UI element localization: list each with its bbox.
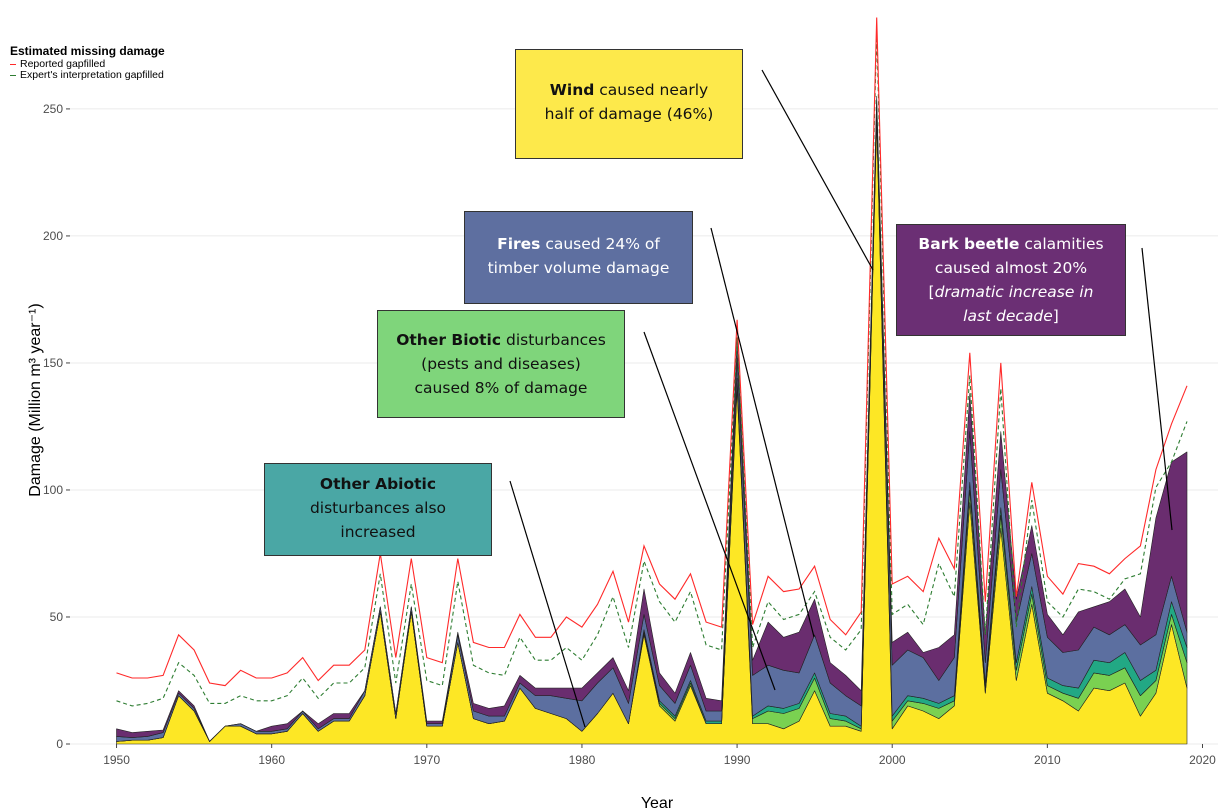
callout-bark-line3a: [ bbox=[928, 283, 935, 301]
leader-line-fires bbox=[710, 227, 815, 638]
callout-biotic-line1: disturbances bbox=[501, 331, 606, 349]
gapfill-lines bbox=[116, 17, 1188, 707]
callout-fires-line2: timber volume damage bbox=[487, 259, 670, 277]
legend-swatch-reported bbox=[10, 64, 16, 65]
callout-bark-line4a: last decade bbox=[963, 307, 1053, 325]
area-series-4 bbox=[116, 95, 1188, 742]
y-tick-label-250: 250 bbox=[43, 102, 63, 116]
axes: 0 50 100 150 200 250 1950 1960 1970 1980 1990 2000 2… bbox=[43, 102, 1216, 767]
legend-item-expert: Expert's interpretation gapfilled bbox=[10, 70, 165, 81]
x-tick-label-1980: 1980 bbox=[569, 753, 596, 767]
callout-biotic-line2: (pests and diseases) bbox=[421, 355, 581, 373]
callout-bark-line4b: ] bbox=[1052, 307, 1059, 325]
x-tick-label-1970: 1970 bbox=[413, 753, 440, 767]
leader-line-bark bbox=[1141, 247, 1173, 531]
stacked-areas bbox=[116, 95, 1188, 745]
legend-item-reported: Reported gapfilled bbox=[10, 59, 165, 70]
line-expert-gapfilled bbox=[116, 32, 1188, 707]
x-tick-label-1960: 1960 bbox=[258, 753, 285, 767]
x-tick-label-1950: 1950 bbox=[103, 753, 130, 767]
leader-line-biotic bbox=[643, 331, 776, 691]
y-tick-label-150: 150 bbox=[43, 356, 63, 370]
callout-bark-beetle: Bark beetle calamities caused almost 20%… bbox=[896, 224, 1126, 336]
legend: Estimated missing damage Reported gapfil… bbox=[10, 44, 165, 81]
callout-abiotic-bold: Other Abiotic bbox=[319, 475, 437, 493]
callout-bark-bold: Bark beetle bbox=[918, 235, 1020, 253]
x-tick-label-1990: 1990 bbox=[724, 753, 751, 767]
leader-line-abiotic bbox=[509, 480, 586, 728]
y-tick-label-100: 100 bbox=[43, 483, 63, 497]
y-axis-label: Damage (Million m³ year⁻¹) bbox=[27, 303, 44, 496]
callout-wind: Wind caused nearly half of damage (46%) bbox=[515, 49, 743, 159]
y-tick-label-50: 50 bbox=[50, 610, 64, 624]
leader-line-wind bbox=[761, 69, 874, 271]
y-tick-label-0: 0 bbox=[56, 737, 63, 751]
callout-wind-bold: Wind bbox=[549, 81, 595, 99]
callout-bark-line2: caused almost 20% bbox=[934, 259, 1088, 277]
callout-bark-line3b: dramatic increase in bbox=[934, 283, 1094, 301]
x-tick-label-2000: 2000 bbox=[879, 753, 906, 767]
y-tick-label-200: 200 bbox=[43, 229, 63, 243]
callout-fires: Fires caused 24% of timber volume damage bbox=[464, 211, 693, 304]
callout-biotic-bold: Other Biotic bbox=[396, 331, 502, 349]
callout-abiotic-line2: disturbances also bbox=[309, 499, 447, 517]
callout-biotic-line3: caused 8% of damage bbox=[414, 379, 588, 397]
legend-swatch-expert bbox=[10, 75, 16, 76]
callout-leader-lines bbox=[509, 69, 1173, 728]
callout-wind-line1: caused nearly bbox=[594, 81, 709, 99]
callout-fires-bold: Fires bbox=[497, 235, 541, 253]
callout-other-biotic: Other Biotic disturbances (pests and dis… bbox=[377, 310, 625, 418]
x-tick-label-2020: 2020 bbox=[1189, 753, 1216, 767]
callout-abiotic-line3: increased bbox=[340, 523, 416, 541]
callout-wind-line2: half of damage (46%) bbox=[544, 105, 714, 123]
callout-fires-line1: caused 24% of bbox=[540, 235, 660, 253]
callout-other-abiotic: Other Abiotic disturbances also increase… bbox=[264, 463, 492, 556]
legend-title: Estimated missing damage bbox=[10, 44, 165, 58]
callout-bark-line1: calamities bbox=[1019, 235, 1104, 253]
x-axis-label: Year bbox=[641, 795, 674, 812]
legend-label-expert: Expert's interpretation gapfilled bbox=[20, 69, 164, 81]
line-reported-gapfilled bbox=[116, 17, 1188, 687]
x-tick-label-2010: 2010 bbox=[1034, 753, 1061, 767]
legend-label-reported: Reported gapfilled bbox=[20, 58, 106, 70]
